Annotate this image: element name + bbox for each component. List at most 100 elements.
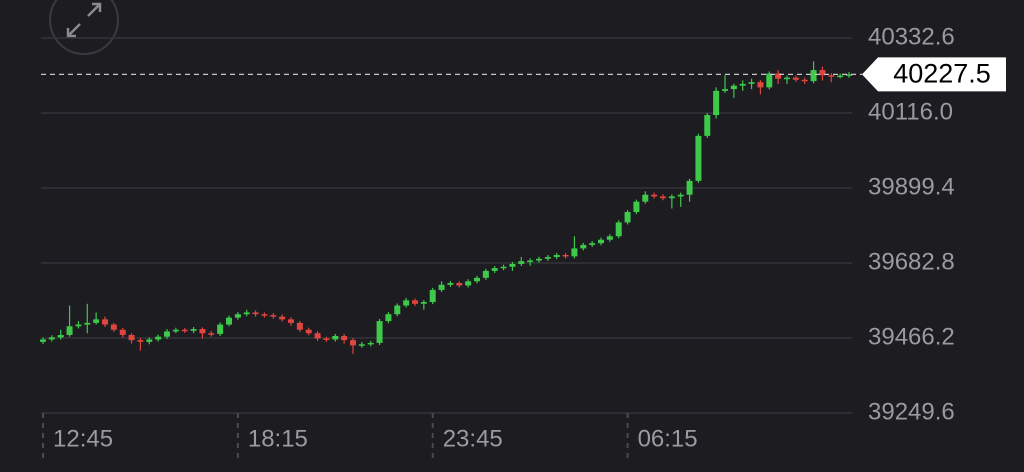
candle-body (385, 314, 392, 322)
candle-body (686, 180, 693, 195)
candle-body (562, 254, 569, 257)
candle-body (358, 344, 365, 346)
y-tick-label: 39682.8 (868, 248, 955, 275)
candle-body (651, 194, 658, 197)
candle-body (447, 283, 454, 285)
candle-body (288, 319, 294, 323)
expand-button[interactable] (49, 0, 119, 55)
candle-body (403, 300, 410, 306)
candle-body (350, 340, 356, 346)
candle-body (394, 305, 401, 315)
candle-body (810, 70, 817, 82)
candle-body (553, 254, 560, 258)
candle-body (420, 302, 427, 304)
candle-body (208, 333, 215, 335)
candle-body (102, 319, 108, 325)
candle-body (199, 329, 206, 334)
candle-body (544, 257, 551, 259)
candle-body (500, 266, 507, 269)
candle-body (190, 329, 197, 331)
candle-body (128, 334, 135, 341)
candle-body (341, 335, 348, 341)
candle-body (429, 289, 436, 303)
candle-body (624, 212, 631, 223)
candle-body (713, 90, 720, 116)
candle-body (819, 70, 826, 76)
candles (40, 61, 862, 354)
candle-body (314, 333, 321, 339)
candle-body (580, 244, 587, 249)
candle-body (270, 315, 277, 317)
candle-body (110, 324, 117, 330)
candle-body (704, 115, 711, 136)
candle-body (668, 196, 675, 199)
candle-body (527, 260, 534, 263)
candle-body (48, 337, 55, 340)
last-price-box (862, 57, 1006, 92)
candle-body (491, 268, 498, 271)
candle-body (305, 329, 312, 334)
candle-body (739, 83, 746, 86)
y-tick-label: 40116.0 (868, 98, 953, 125)
candle-body (722, 89, 728, 91)
candle-body (509, 263, 516, 267)
candle-body (642, 194, 649, 202)
candle-body (615, 222, 622, 237)
y-tick-label: 39899.4 (868, 173, 955, 200)
candle-body (332, 335, 339, 340)
candle-body (296, 322, 303, 330)
candle-body (40, 339, 46, 342)
expand-icon (66, 2, 102, 38)
x-tick-label: 23:45 (443, 425, 503, 452)
grid (41, 37, 852, 458)
candle-body (598, 239, 604, 244)
candle-body (226, 317, 232, 325)
candle-body (146, 339, 153, 342)
candle-body (474, 277, 480, 282)
candle-body (846, 74, 852, 76)
candle-body (571, 248, 578, 257)
candle-body (677, 194, 684, 197)
candle-body (75, 324, 82, 327)
candle-body (633, 201, 640, 213)
y-tick-label: 39249.6 (868, 398, 955, 425)
candle-body (155, 336, 162, 340)
x-tick-label: 06:15 (638, 425, 698, 452)
candle-body (367, 342, 374, 345)
candle-body (119, 329, 126, 335)
candle-body (376, 321, 383, 343)
y-tick-label: 39466.2 (868, 323, 955, 350)
candle-body (589, 243, 596, 245)
candle-body (775, 73, 782, 79)
candle-body (66, 326, 73, 335)
candle-body (518, 261, 525, 264)
candle-body (84, 322, 91, 325)
candle-body (137, 340, 144, 342)
last-price-label: 40227.5 (893, 59, 991, 89)
candle-body (784, 77, 790, 80)
candle-body (412, 300, 418, 304)
candle-body (243, 312, 250, 315)
candle-body (279, 316, 286, 320)
candle-body (57, 334, 64, 338)
candle-body (465, 281, 472, 286)
candle-body (93, 319, 100, 323)
candle-body (252, 312, 259, 315)
candle-body (164, 331, 170, 337)
candle-body (482, 270, 489, 278)
candle-body (828, 75, 835, 77)
x-tick-label: 18:15 (248, 425, 308, 452)
y-tick-label: 40332.6 (868, 23, 955, 50)
candle-body (217, 324, 224, 334)
candle-body (801, 79, 808, 82)
candle-body (181, 329, 188, 332)
candle-body (536, 258, 542, 261)
candle-body (456, 283, 463, 286)
candle-body (792, 77, 799, 80)
labels: 39249.6 39466.2 39682.8 39899.4 40116.0 40332… (53, 23, 1006, 452)
candle-body (261, 314, 268, 316)
candle-body (438, 284, 445, 290)
candle-body (234, 314, 241, 318)
candle-body (172, 329, 179, 332)
